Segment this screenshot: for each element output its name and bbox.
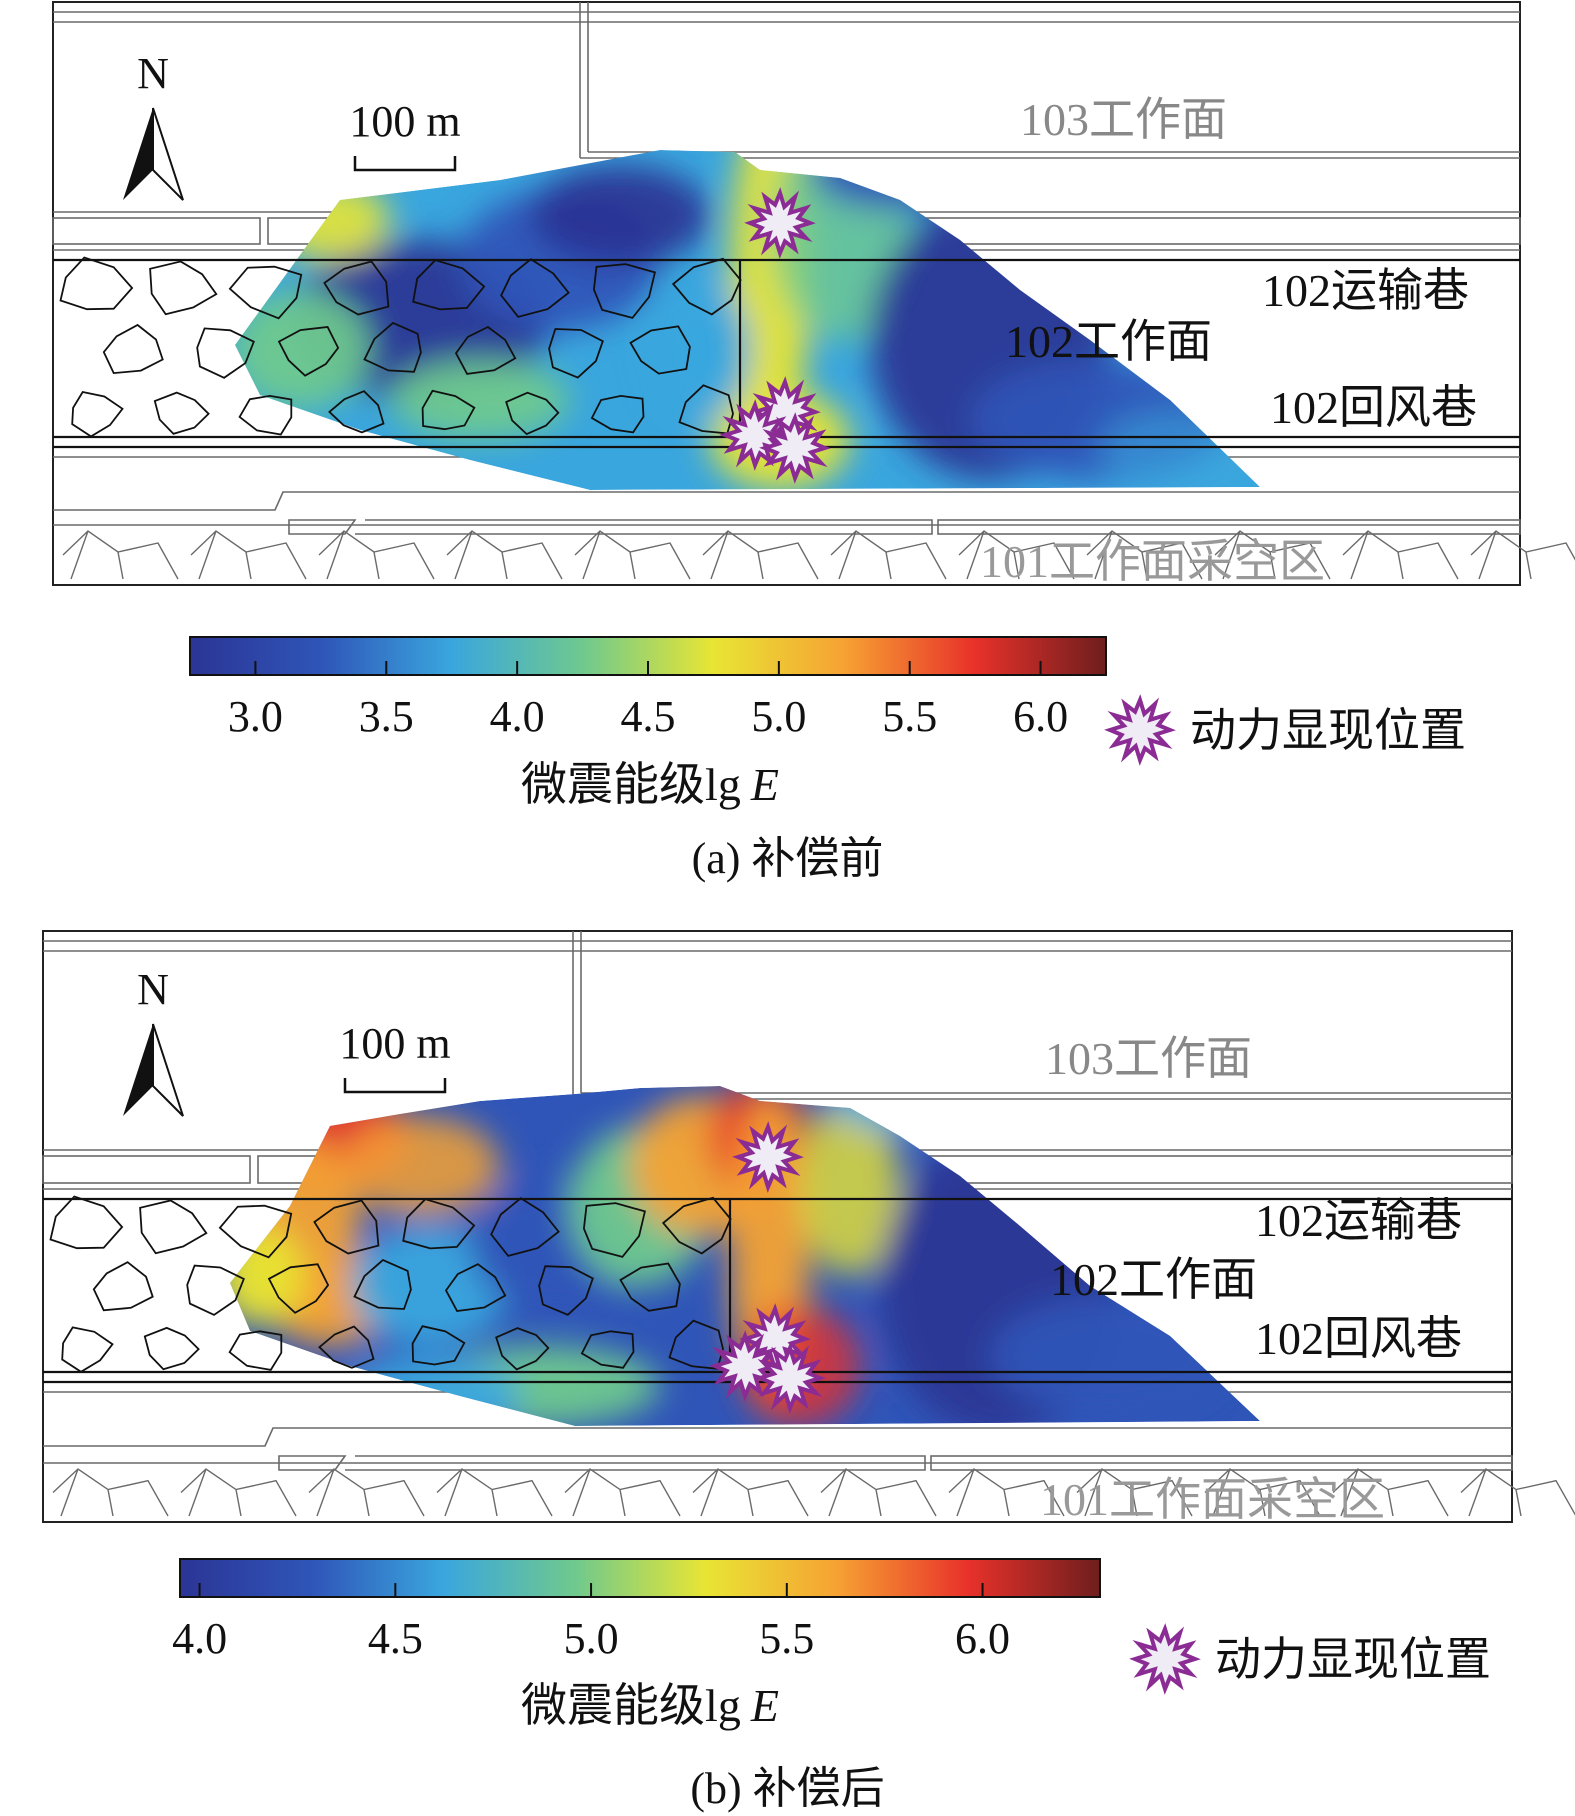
colorbar-title-variable: E: [750, 1680, 779, 1731]
colorbar-gradient: [179, 1558, 1101, 1598]
panel-b-figure: 103工作面 102运输巷 102工作面 102回风巷 101工作面采空区 N 100 m 4…: [42, 930, 1575, 1731]
label-102-return-roadway: 102回风巷: [1255, 1313, 1462, 1364]
colorbar-tick-label: 4.5: [368, 1614, 423, 1663]
scale-line: [353, 156, 457, 172]
energy-contour-field: [235, 150, 1260, 490]
label-103-face: 103工作面: [1020, 94, 1227, 145]
goaf-101-hatch: [62, 530, 1575, 580]
label-102-face: 102工作面: [1050, 1254, 1257, 1305]
colorbar-tick-label: 4.5: [621, 692, 676, 741]
legend-label: 动力显现位置: [1215, 1634, 1491, 1685]
upper-roadways: [43, 931, 1512, 1100]
label-101-goaf: 101工作面采空区: [1040, 1474, 1385, 1525]
north-label: N: [137, 965, 169, 1014]
legend-star-icon: [1129, 1623, 1201, 1695]
label-102-transport-roadway: 102运输巷: [1255, 1195, 1462, 1246]
scale-bar: 100 m: [349, 97, 461, 172]
colorbar-tick-label: 3.0: [228, 692, 283, 741]
colorbar-tick-label: 4.0: [490, 692, 545, 741]
colorbar-tick-label: 5.5: [759, 1614, 814, 1663]
north-arrow-left: [123, 1024, 153, 1116]
scale-bar: 100 m: [339, 1019, 451, 1094]
colorbar-title: 微震能级lg E: [521, 1680, 779, 1731]
north-arrow-right: [152, 107, 184, 201]
colorbar-tick-label: 4.0: [172, 1614, 227, 1663]
north-arrow: N: [123, 965, 184, 1117]
dynamic-event-marker: [744, 187, 816, 259]
north-arrow-left: [123, 108, 153, 200]
scale-line: [343, 1078, 447, 1094]
scale-label: 100 m: [339, 1019, 450, 1068]
dynamic-event-marker: [719, 399, 791, 471]
label-102-return-roadway: 102回风巷: [1270, 382, 1477, 433]
legend: 动力显现位置: [1104, 694, 1466, 766]
north-label: N: [137, 49, 169, 98]
panel-b: 103工作面 102运输巷 102工作面 102回风巷 101工作面采空区 N 100 m 4…: [0, 926, 1575, 1816]
colorbar-title: 微震能级lg E: [521, 759, 779, 810]
colorbar-tick-label: 5.5: [882, 692, 937, 741]
label-102-transport-roadway: 102运输巷: [1262, 265, 1469, 316]
dynamic-event-marker: [732, 1121, 804, 1193]
north-arrow-right: [152, 1023, 184, 1117]
panel-a: 103工作面 102运输巷 102工作面 102回风巷 101工作面采空区 N 100 m 3…: [0, 0, 1575, 883]
legend-star-icon: [1104, 694, 1176, 766]
colorbar-title-variable: E: [750, 759, 779, 810]
goaf-102-cells: [59, 256, 742, 438]
dynamic-event-marker: [754, 1342, 826, 1414]
colorbar-tick-label: 3.5: [359, 692, 414, 741]
upper-roadways: [53, 2, 1520, 159]
colorbar-tick-label: 6.0: [955, 1614, 1010, 1663]
panel-a-caption: (a) 补偿前: [691, 834, 884, 883]
colorbar-tick-label: 5.0: [564, 1614, 619, 1663]
dynamic-event-marker: [709, 1330, 781, 1402]
legend: 动力显现位置: [1129, 1623, 1491, 1695]
label-101-goaf: 101工作面采空区: [980, 536, 1325, 587]
colorbar-tick-label: 6.0: [1013, 692, 1068, 741]
scale-label: 100 m: [349, 97, 460, 146]
colorbar: 3.0 3.5 4.0 4.5 5.0 5.5 6.0 微震能级lg E: [189, 636, 1107, 810]
colorbar-title-prefix: 微震能级lg: [521, 759, 741, 810]
colorbar-tick-label: 5.0: [751, 692, 806, 741]
label-102-face: 102工作面: [1005, 316, 1212, 367]
legend-label: 动力显现位置: [1190, 705, 1466, 756]
dynamic-event-marker: [759, 412, 831, 484]
north-arrow: N: [123, 49, 184, 201]
panel-a-figure: 103工作面 102运输巷 102工作面 102回风巷 101工作面采空区 N 100 m 3…: [52, 1, 1575, 810]
colorbar-title-prefix: 微震能级lg: [521, 1680, 741, 1731]
panel-b-caption: (b) 补偿后: [690, 1764, 885, 1813]
label-103-face: 103工作面: [1045, 1033, 1252, 1084]
goaf-101-hatch: [52, 1468, 1575, 1517]
colorbar: 4.0 4.5 5.0 5.5 6.0 微震能级lg E: [172, 1558, 1101, 1731]
